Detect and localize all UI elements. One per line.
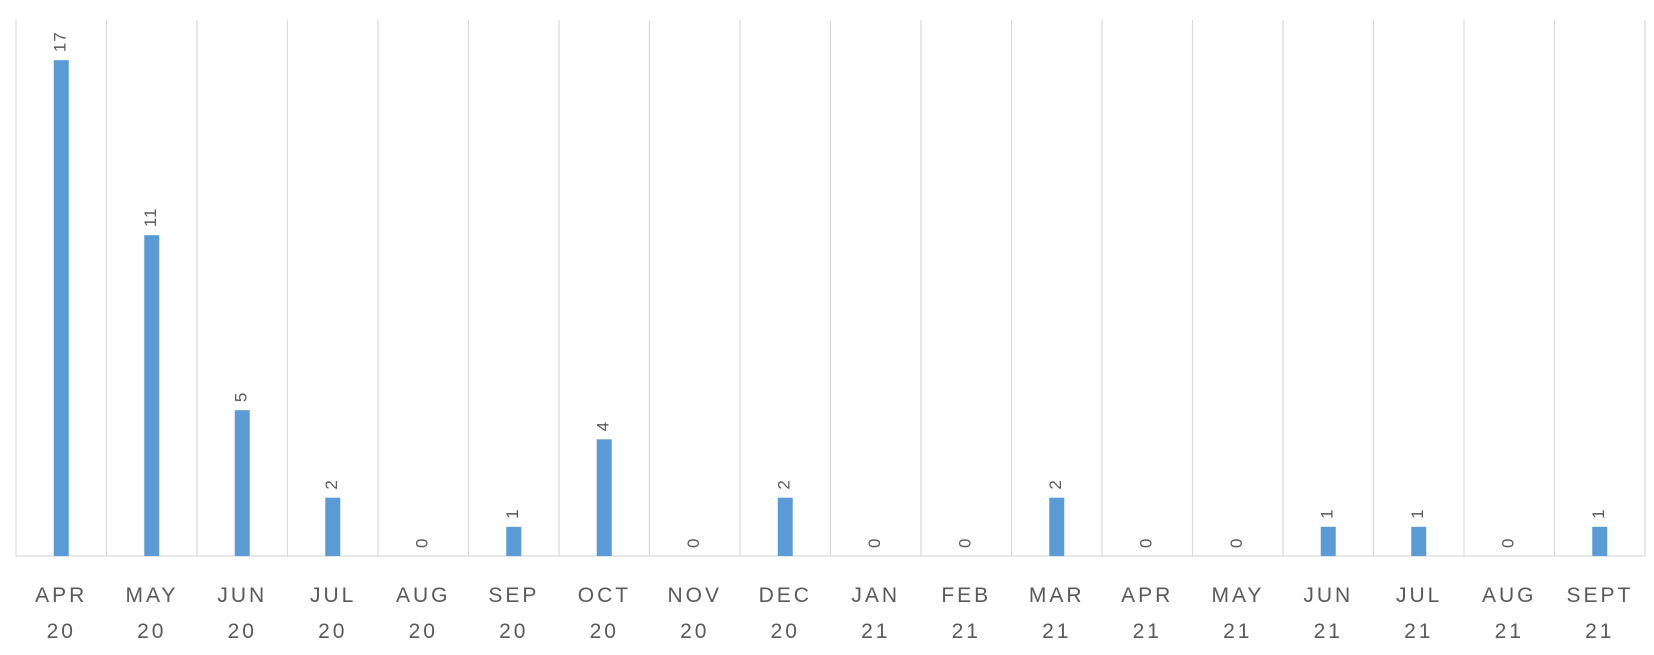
value-label: 5 xyxy=(232,392,251,402)
x-tick-label: JUN 21 xyxy=(1303,584,1354,643)
bar xyxy=(1320,526,1336,556)
x-tick-label: DEC 20 xyxy=(758,584,812,643)
bar xyxy=(1592,526,1608,556)
bar xyxy=(144,235,160,556)
x-tick-label: JUL 20 xyxy=(309,584,357,643)
x-tick-label: OCT 20 xyxy=(577,584,632,643)
x-tick-label: AUG 20 xyxy=(395,584,451,643)
x-tick-label: SEP 20 xyxy=(488,584,540,643)
value-label: 0 xyxy=(413,538,432,548)
bar xyxy=(777,497,793,556)
value-label: 0 xyxy=(684,538,703,548)
bar xyxy=(234,410,250,556)
x-tick-label: APR 20 xyxy=(35,584,88,643)
value-label: 2 xyxy=(1046,479,1065,489)
value-label: 0 xyxy=(1227,538,1246,548)
x-tick-label: JUN 20 xyxy=(217,584,268,643)
value-label: 1 xyxy=(503,508,522,518)
bar xyxy=(506,526,522,556)
value-label: 1 xyxy=(1408,508,1427,518)
value-label: 1 xyxy=(1589,508,1608,518)
value-label: 0 xyxy=(956,538,975,548)
value-label: 1 xyxy=(1318,508,1337,518)
x-tick-label: MAY 20 xyxy=(125,584,179,643)
x-tick-label: MAR 21 xyxy=(1028,584,1085,643)
value-label: 2 xyxy=(322,479,341,489)
x-tick-label: NOV 20 xyxy=(667,584,723,643)
x-tick-label: JAN 21 xyxy=(851,584,901,643)
x-tick-label: AUG 21 xyxy=(1481,584,1537,643)
value-label: 17 xyxy=(51,31,70,52)
value-label: 11 xyxy=(141,208,160,228)
value-label: 4 xyxy=(594,421,613,431)
bar xyxy=(325,497,341,556)
x-tick-label: SEPT 21 xyxy=(1566,584,1634,643)
bar xyxy=(1049,497,1065,556)
value-label: 0 xyxy=(865,538,884,548)
x-tick-label: APR 21 xyxy=(1121,584,1174,643)
bar xyxy=(1411,526,1427,556)
value-label: 0 xyxy=(1499,538,1518,548)
value-label: 0 xyxy=(1137,538,1156,548)
bar xyxy=(596,439,612,556)
value-label: 2 xyxy=(775,479,794,489)
bar xyxy=(53,60,69,557)
x-tick-label: MAY 21 xyxy=(1211,584,1265,643)
x-tick-label: FEB 21 xyxy=(941,584,992,643)
x-tick-label: JUL 21 xyxy=(1395,584,1443,643)
